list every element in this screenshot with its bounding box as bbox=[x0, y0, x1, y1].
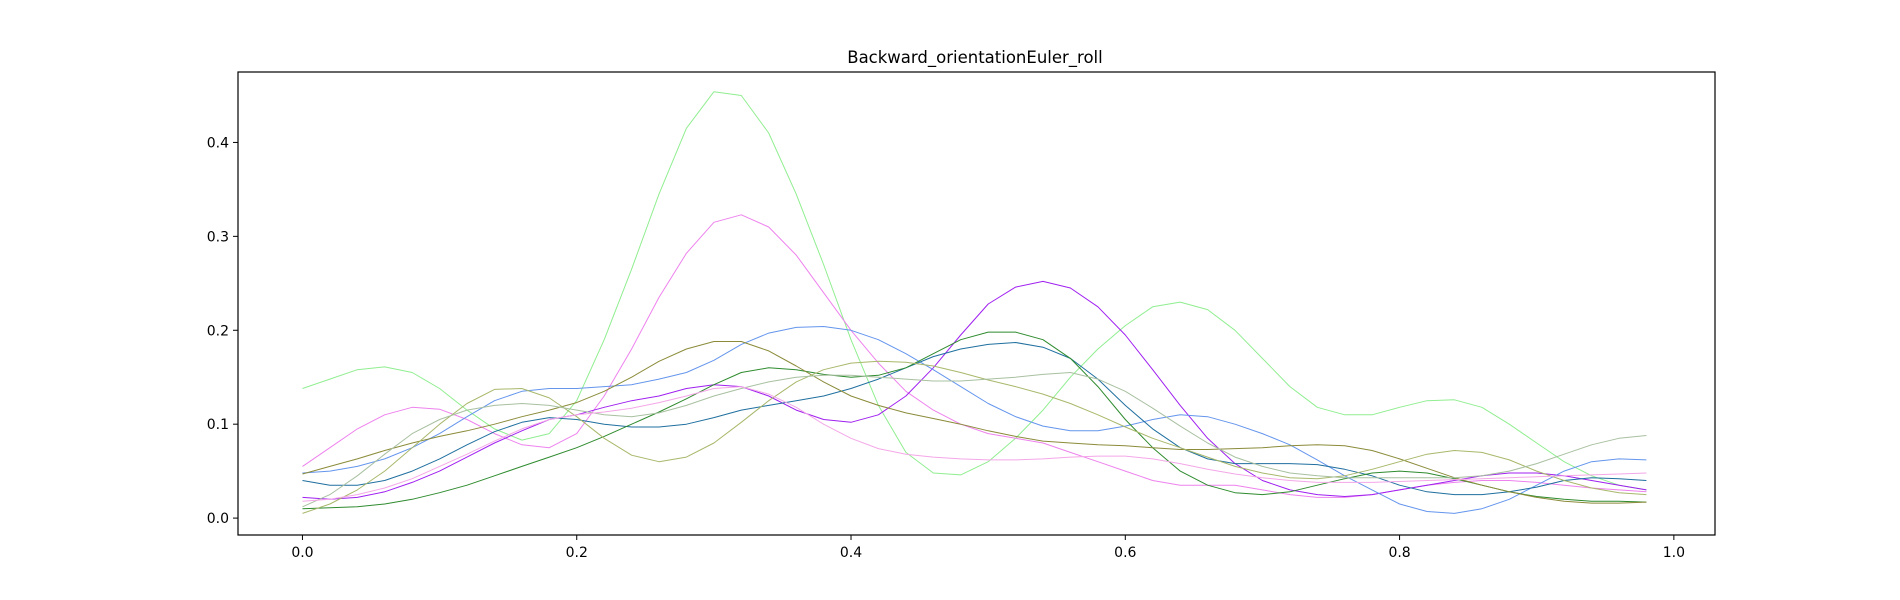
series-line-10 bbox=[302, 386, 1647, 502]
series-line-3 bbox=[302, 280, 1647, 500]
series-line-6 bbox=[302, 331, 1647, 510]
x-tick-label: 0.8 bbox=[1388, 545, 1410, 561]
x-tick-label: 1.0 bbox=[1663, 545, 1685, 561]
series-line-7 bbox=[302, 341, 1647, 504]
y-tick-label: 0.0 bbox=[207, 511, 229, 527]
y-tick-label: 0.2 bbox=[207, 323, 229, 339]
series-line-8 bbox=[302, 360, 1647, 514]
y-tick-label: 0.1 bbox=[207, 417, 229, 433]
x-tick-label: 0.4 bbox=[840, 545, 862, 561]
x-tick-label: 0.6 bbox=[1114, 545, 1136, 561]
series-line-9 bbox=[302, 372, 1647, 508]
y-tick-label: 0.4 bbox=[207, 135, 229, 151]
series-line-4 bbox=[302, 326, 1647, 514]
plot-frame bbox=[237, 71, 1716, 536]
series-line-1 bbox=[302, 91, 1647, 491]
x-axis: 0.0 0.2 0.4 0.6 0.8 1.0 bbox=[291, 535, 1685, 561]
y-tick-label: 0.3 bbox=[207, 229, 229, 245]
series-line-5 bbox=[302, 342, 1647, 496]
x-tick-label: 0.2 bbox=[566, 545, 588, 561]
series-layer bbox=[302, 91, 1647, 514]
y-axis: 0.0 0.1 0.2 0.3 0.4 bbox=[207, 135, 238, 527]
chart-title: Backward_orientationEuler_roll bbox=[847, 48, 1102, 68]
x-tick-label: 0.0 bbox=[291, 545, 313, 561]
